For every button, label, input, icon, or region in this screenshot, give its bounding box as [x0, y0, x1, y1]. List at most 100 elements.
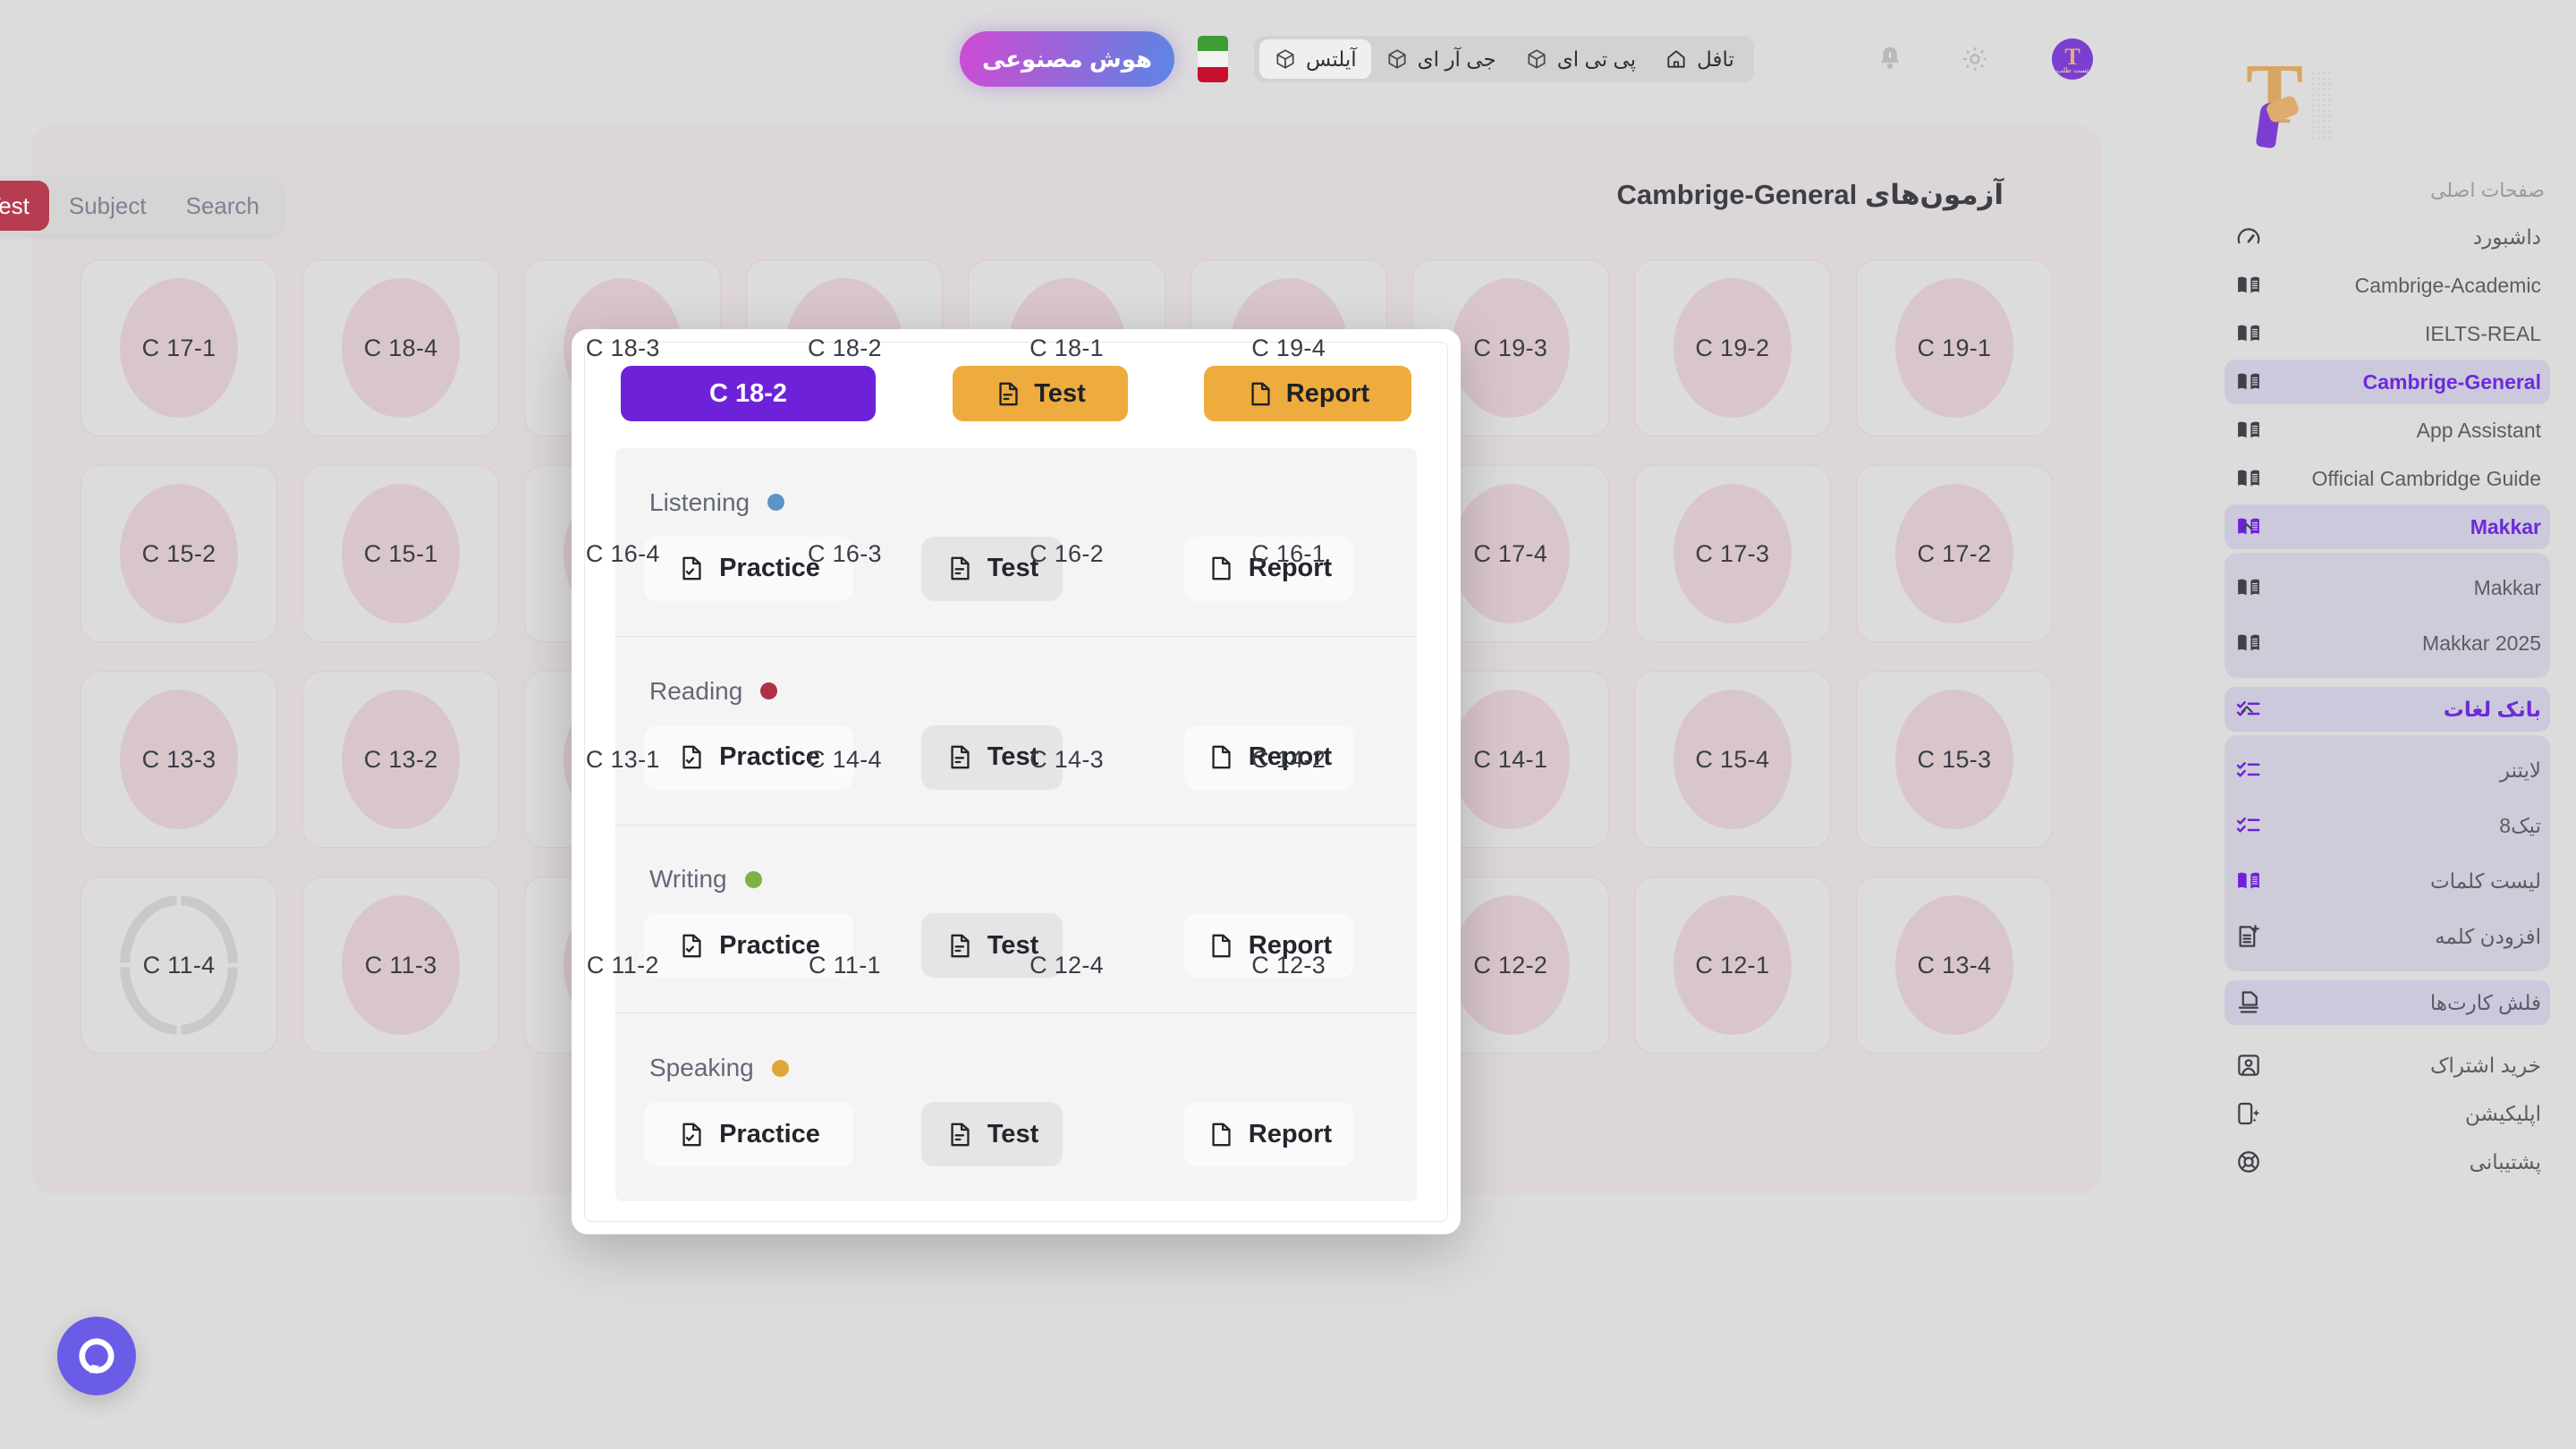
test-button-speaking[interactable]: Test — [922, 1102, 1063, 1167]
flag-stripe-green — [1199, 36, 1229, 52]
modal-header-test-button[interactable]: Test — [953, 366, 1129, 421]
sidebar-item-support[interactable]: پشتیبانی — [2225, 1140, 2551, 1184]
test-card-bubble: C 17-4 — [1452, 484, 1571, 623]
test-button-writing[interactable]: Test — [922, 913, 1063, 979]
practice-button-listening[interactable]: Practice — [645, 536, 854, 601]
skill-status-dot-speaking — [772, 1059, 790, 1077]
test-card-label: C 18-3 — [586, 334, 661, 361]
test-card[interactable]: C 13-2 — [303, 671, 501, 848]
document-check-icon — [683, 934, 702, 958]
document-lines-icon — [1000, 382, 1019, 405]
document-check-icon — [683, 745, 702, 769]
test-button-reading[interactable]: Test — [922, 724, 1063, 790]
sidebar-group-makkar[interactable]: Makkar — [2225, 504, 2551, 549]
tab-search[interactable]: Search — [167, 181, 280, 231]
test-card-label: C 14-3 — [1030, 745, 1105, 773]
modal-test-code-button[interactable]: C 18-2 — [622, 366, 877, 421]
test-detail-modal: C 18-2 Test — [572, 329, 1462, 1234]
sidebar-item-buy-subscription[interactable]: خرید اشتراک — [2225, 1043, 2551, 1088]
notifications-button[interactable] — [1873, 41, 1909, 77]
sidebar-subitem-makkar-2025-label: Makkar 2025 — [2423, 631, 2542, 655]
test-card[interactable]: C 12-1 — [1634, 877, 1832, 1054]
sidebar-subitem-leitner-label: لایتنر — [2500, 758, 2542, 782]
avatar-subtitle: تست طلب — [2056, 66, 2090, 74]
modal-header-report-button[interactable]: Report — [1205, 366, 1412, 421]
test-card[interactable]: C 15-4 — [1634, 671, 1832, 848]
practice-label-writing: Practice — [720, 930, 821, 960]
sidebar-item-cambrige-general[interactable]: Cambrige-General — [2225, 360, 2551, 404]
tau-logo-icon: T — [2245, 51, 2334, 151]
sidebar-subitem-makkar-2025[interactable]: Makkar 2025 — [2225, 615, 2551, 671]
report-button-listening[interactable]: Report — [1185, 536, 1355, 601]
sidebar-item-application[interactable]: اپلیکیشن — [2225, 1091, 2551, 1136]
test-card-bubble: C 13-2 — [343, 690, 462, 829]
report-button-writing[interactable]: Report — [1185, 913, 1355, 979]
test-card[interactable]: C 17-1 — [81, 259, 279, 436]
report-label-listening: Report — [1249, 554, 1334, 583]
nav-item-gre[interactable]: جی آر ای — [1372, 39, 1512, 79]
practice-button-writing[interactable]: Practice — [645, 913, 854, 979]
test-card-bubble: C 19-2 — [1674, 278, 1792, 418]
nav-item-pte[interactable]: پی تی ای — [1512, 39, 1651, 79]
book-icon — [2239, 634, 2260, 651]
sidebar-item-cambrige-academic[interactable]: Cambrige-Academic — [2225, 263, 2551, 308]
test-card[interactable]: C 19-1 — [1856, 259, 2054, 436]
sidebar-item-app-assistant[interactable]: App Assistant — [2225, 408, 2551, 453]
chat-bubble-icon — [80, 1338, 115, 1374]
ai-assistant-button[interactable]: هوش مصنوعی — [961, 31, 1175, 87]
sidebar-item-official-cambridge-guide[interactable]: Official Cambridge Guide — [2225, 456, 2551, 501]
practice-button-reading[interactable]: Practice — [645, 724, 854, 790]
test-card[interactable]: C 15-3 — [1856, 671, 2054, 848]
skill-actions-writing: Practice Test Report — [645, 913, 1389, 979]
report-button-speaking[interactable]: Report — [1185, 1102, 1355, 1167]
sidebar-subitem-tik8[interactable]: تیک8 — [2225, 798, 2551, 853]
nav-item-toefl[interactable]: تافل — [1651, 39, 1750, 79]
test-card-label: C 13-4 — [1918, 951, 1993, 979]
sidebar-subitem-add-word[interactable]: افزودن کلمه — [2225, 909, 2551, 964]
chevron-up-icon[interactable] — [2238, 699, 2258, 719]
test-card[interactable]: C 17-2 — [1856, 465, 2054, 642]
sidebar-group-vocabulary-bank[interactable]: بانک لغات — [2225, 687, 2551, 732]
nav-item-toefl-label: تافل — [1698, 47, 1735, 71]
sidebar-item-cambrige-academic-label: Cambrige-Academic — [2355, 273, 2542, 297]
test-card[interactable]: C 15-1 — [303, 465, 501, 642]
sidebar-item-flashcards[interactable]: فلش کارت‌ها — [2225, 980, 2551, 1025]
report-button-reading[interactable]: Report — [1185, 724, 1355, 790]
tab-subject[interactable]: Subject — [50, 181, 167, 231]
sidebar-subitem-makkar[interactable]: Makkar — [2225, 560, 2551, 615]
test-card[interactable]: C 19-2 — [1634, 259, 1832, 436]
test-card[interactable]: C 17-3 — [1634, 465, 1832, 642]
settings-button[interactable] — [1958, 41, 1994, 77]
test-card-label: C 17-3 — [1696, 539, 1771, 567]
practice-button-speaking[interactable]: Practice — [645, 1102, 854, 1167]
sidebar: T صفحات اصلی داشبورد Cambrige-Academic — [2200, 0, 2576, 1449]
test-card[interactable]: C 11-4 — [81, 877, 279, 1054]
test-button-listening[interactable]: Test — [922, 536, 1063, 601]
modal-inner-frame: C 18-2 Test — [585, 342, 1449, 1222]
user-avatar[interactable]: T تست طلب — [2053, 38, 2094, 80]
test-card-label: C 16-2 — [1030, 539, 1105, 567]
test-card[interactable]: C 11-3 — [303, 877, 501, 1054]
sidebar-item-ielts-real[interactable]: IELTS-REAL — [2225, 311, 2551, 356]
checklist-icon — [2237, 701, 2261, 716]
flag-stripe-red — [1199, 66, 1229, 82]
iran-flag-icon[interactable] — [1199, 36, 1229, 82]
sidebar-subitem-leitner[interactable]: لایتنر — [2225, 742, 2551, 798]
tab-test-label: Test — [0, 191, 30, 219]
test-card[interactable]: C 13-3 — [81, 671, 279, 848]
tab-test[interactable]: Test — [0, 181, 50, 231]
ai-assistant-label: هوش مصنوعی — [982, 45, 1154, 72]
test-card-bubble: C 15-2 — [121, 484, 240, 623]
bell-icon — [1882, 47, 1900, 70]
skill-actions-listening: Practice Test Report — [645, 536, 1389, 601]
test-card[interactable]: C 13-4 — [1856, 877, 2054, 1054]
modal-skill-rows: Listening Practice Test Report Reading Practi… — [616, 448, 1418, 1201]
test-card[interactable]: C 15-2 — [81, 465, 279, 642]
nav-item-ielts[interactable]: آیلتس — [1260, 39, 1372, 79]
chevron-up-icon[interactable] — [2238, 517, 2258, 537]
sidebar-item-dashboard[interactable]: داشبورد — [2225, 215, 2551, 259]
flashcard-icon — [2239, 991, 2260, 1013]
sidebar-subitem-word-list[interactable]: لیست کلمات — [2225, 853, 2551, 909]
chat-support-button[interactable] — [58, 1317, 137, 1395]
test-card[interactable]: C 18-4 — [303, 259, 501, 436]
